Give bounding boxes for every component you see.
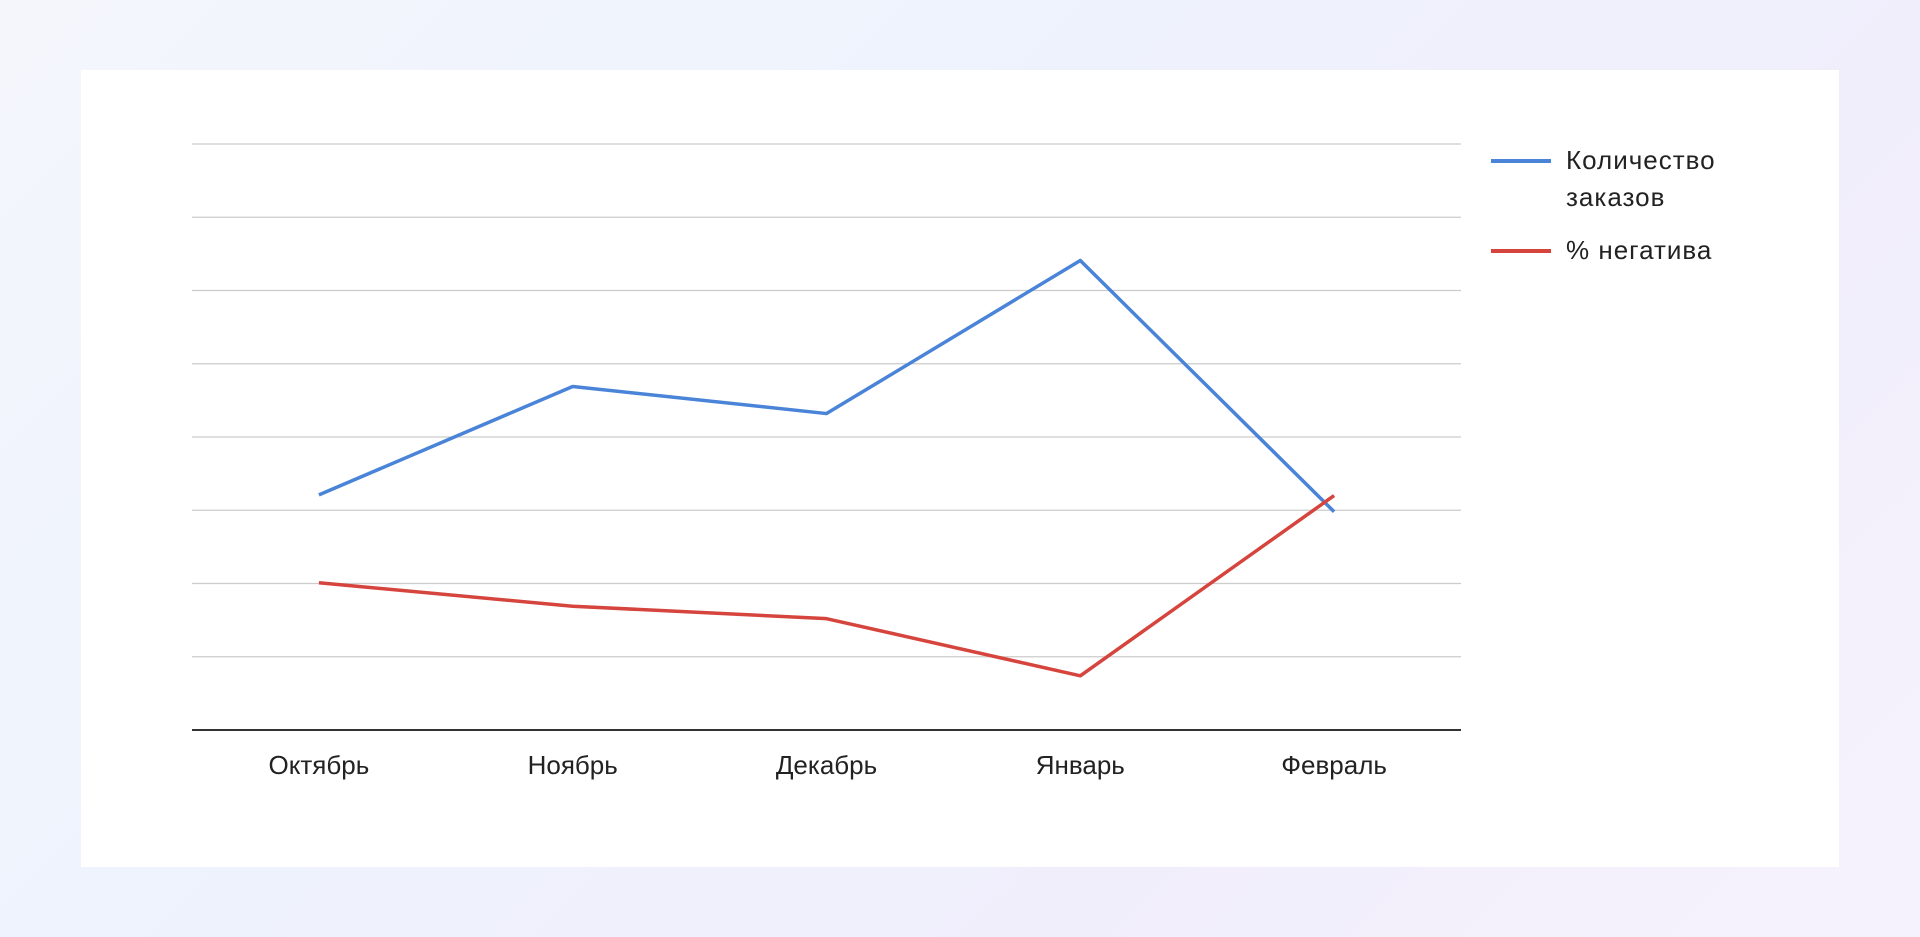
x-tick-label: Декабрь [776, 750, 877, 780]
legend-label: % негатива [1566, 235, 1713, 265]
legend: Количество заказов % негатива [1491, 142, 1721, 285]
x-tick-label: Январь [1036, 750, 1125, 780]
x-tick-label: Февраль [1281, 750, 1387, 780]
series-line [318, 258, 1336, 513]
legend-item: Количество заказов [1491, 142, 1721, 216]
legend-swatch [1491, 249, 1551, 253]
series-line [318, 494, 1336, 678]
x-tick-label: Ноябрь [528, 750, 618, 780]
x-tick-label: Октябрь [269, 750, 370, 780]
legend-item: % негатива [1491, 232, 1721, 269]
legend-label: Количество заказов [1566, 145, 1716, 212]
card [81, 70, 1839, 867]
legend-swatch [1491, 159, 1551, 163]
